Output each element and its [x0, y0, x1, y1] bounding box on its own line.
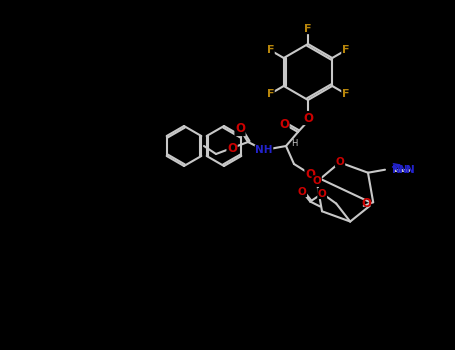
Text: O: O [318, 189, 327, 198]
Text: O: O [336, 157, 345, 167]
Text: H: H [291, 140, 297, 148]
Text: NH: NH [255, 145, 273, 155]
Text: F: F [342, 89, 349, 99]
Text: F: F [342, 45, 349, 55]
Text: O: O [305, 168, 315, 181]
Text: O: O [362, 197, 372, 210]
Text: F: F [267, 45, 274, 55]
Text: N: N [392, 165, 400, 175]
Text: N: N [399, 165, 407, 175]
Text: O: O [298, 187, 307, 197]
Text: O: O [303, 112, 313, 125]
Text: F: F [304, 23, 312, 34]
Text: N: N [405, 165, 415, 175]
Text: O: O [312, 176, 321, 186]
Text: O: O [279, 118, 289, 131]
Text: O: O [335, 157, 344, 167]
Text: O: O [235, 122, 245, 135]
Text: O: O [227, 141, 237, 154]
Text: O: O [312, 176, 321, 187]
Text: F: F [267, 89, 274, 99]
